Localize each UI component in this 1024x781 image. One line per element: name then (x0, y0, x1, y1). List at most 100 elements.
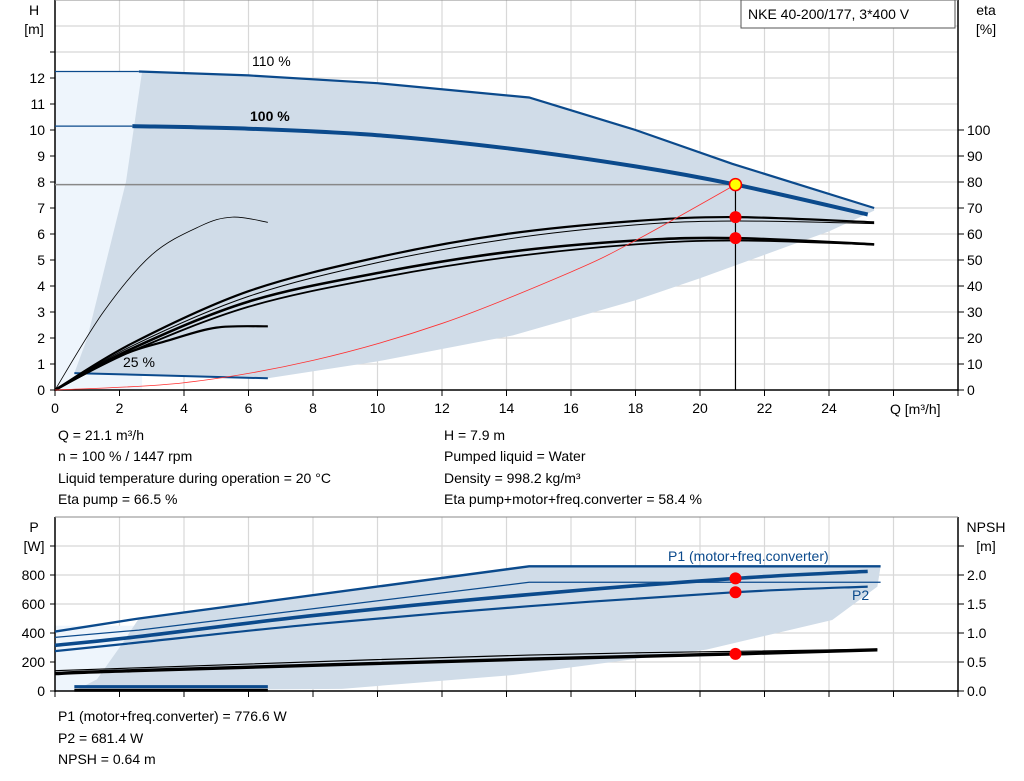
power-tick-label-left: 200 (22, 654, 46, 670)
info-liquid-temp: Liquid temperature during operation = 20… (58, 469, 331, 486)
head-tick-label-left: 2 (37, 330, 45, 346)
head-tick-label-left: 4 (37, 278, 45, 294)
p2-curve-100 (54, 585, 868, 653)
power-tick-label-left: 0 (37, 683, 45, 699)
head-tick-label-left: 5 (37, 252, 45, 268)
info-flow: Q = 21.1 m³/h (58, 427, 144, 443)
head-tick-label-right: 50 (967, 252, 983, 268)
label-p2: P2 (852, 587, 869, 603)
info-bottom: P1 (motor+freq.converter) = 776.6 W P2 =… (58, 706, 287, 771)
head-xlabel: Q [m³/h] (890, 401, 941, 417)
head-tick-label-x: 8 (309, 400, 317, 416)
info-head: H = 7.9 m (444, 427, 506, 443)
title-box-text: NKE 40-200/177, 3*400 V (748, 6, 910, 22)
power-tick-label-right: 1.5 (967, 596, 987, 612)
npsh-curve (54, 648, 878, 676)
head-tick-label-left: 3 (37, 304, 45, 320)
head-curve-25 (74, 372, 268, 380)
head-tick-label-x: 2 (116, 400, 124, 416)
label-25-percent: 25 % (123, 354, 155, 370)
duty-point-marker (728, 177, 743, 192)
info-eta-total: Eta pump+motor+freq.converter = 58.4 % (444, 490, 702, 507)
eta-total-marker (729, 232, 742, 245)
head-tick-label-x: 20 (692, 400, 708, 416)
power-operating-range (74, 566, 881, 691)
head-tick-label-left: 1 (37, 356, 45, 372)
npsh-marker (729, 647, 742, 660)
head-tick-label-left: 10 (29, 122, 45, 138)
info-top-right: H = 7.9 m Pumped liquid = Water Density … (444, 425, 702, 510)
info-npsh: NPSH = 0.64 m (58, 751, 156, 767)
head-tick-label-left: 12 (29, 70, 45, 86)
head-tick-label-right: 40 (967, 278, 983, 294)
info-liquid: Pumped liquid = Water (444, 448, 586, 465)
head-tick-label-right: 100 (967, 122, 991, 138)
head-tick-label-right: 30 (967, 304, 983, 320)
power-ylabel-right: NPSH (967, 519, 1006, 535)
power-tick-label-right: 0.0 (967, 683, 987, 699)
head-tick-label-right: 70 (967, 200, 983, 216)
head-tick-label-x: 18 (628, 400, 644, 416)
power-tick-label-right: 1.0 (967, 625, 987, 641)
head-tick-label-left: 6 (37, 226, 45, 242)
eta-total-curve (54, 236, 875, 392)
eta-pump-curve-secondary (54, 220, 875, 391)
head-tick-label-right: 10 (967, 356, 983, 372)
head-tick-label-right: 80 (967, 174, 983, 190)
head-tick-label-x: 12 (434, 400, 450, 416)
head-ylabel-left-unit: [m] (24, 21, 43, 37)
head-ylabel-right-unit: [%] (976, 21, 996, 37)
head-curve-110 (138, 70, 875, 210)
head-ylabel-right: eta (976, 2, 996, 18)
power-tick-label-left: 400 (22, 625, 46, 641)
head-tick-label-x: 22 (757, 400, 773, 416)
power-tick-label-left: 800 (22, 567, 46, 583)
head-tick-label-right: 20 (967, 330, 983, 346)
head-tick-label-right: 90 (967, 148, 983, 164)
p2-marker (729, 586, 742, 599)
head-tick-label-x: 16 (563, 400, 579, 416)
p1-marker (729, 572, 742, 585)
label-100-percent: 100 % (250, 108, 290, 124)
eta-pump-curve-25 (54, 216, 268, 391)
info-density: Density = 998.2 kg/m³ (444, 469, 581, 486)
label-p1: P1 (motor+freq.converter) (668, 548, 829, 564)
head-tick-label-x: 6 (245, 400, 253, 416)
title-box (740, 0, 956, 29)
head-tick-label-left: 8 (37, 174, 45, 190)
head-tick-label-right: 60 (967, 226, 983, 242)
head-tick-label-x: 10 (370, 400, 386, 416)
head-tick-label-left: 0 (37, 382, 45, 398)
info-p2: P2 = 681.4 W (58, 729, 144, 746)
power-ylabel-left-unit: [W] (24, 538, 45, 554)
power-ylabel-left: P (29, 519, 38, 535)
eta-total-curve-secondary (54, 239, 875, 391)
p1-curve-100 (54, 569, 868, 648)
label-110-percent: 110 % (252, 53, 291, 69)
power-tick-label-left: 600 (22, 596, 46, 612)
info-p1: P1 (motor+freq.converter) = 776.6 W (58, 708, 287, 724)
head-tick-label-x: 4 (180, 400, 188, 416)
eta-pump-curve (54, 215, 875, 391)
head-tick-label-left: 9 (37, 148, 45, 164)
eta-pump-marker (729, 211, 742, 224)
info-speed: n = 100 % / 1447 rpm (58, 448, 193, 465)
head-tick-label-x: 24 (821, 400, 837, 416)
npsh-curve-thin (54, 648, 878, 672)
power-ylabel-right-unit: [m] (976, 538, 995, 554)
eta-total-curve-25 (54, 325, 268, 391)
head-tick-label-x: 14 (499, 400, 515, 416)
head-tick-label-left: 7 (37, 200, 45, 216)
power-tick-label-right: 0.5 (967, 654, 987, 670)
head-tick-label-right: 0 (967, 382, 975, 398)
head-ylabel-left: H (29, 2, 39, 18)
info-top-left: Q = 21.1 m³/h n = 100 % / 1447 rpm Liqui… (58, 425, 331, 510)
system-curve (54, 184, 736, 391)
power-tick-label-right: 2.0 (967, 567, 987, 583)
head-tick-label-x: 0 (51, 400, 59, 416)
p1-curve-110 (54, 565, 881, 633)
head-operating-range (74, 71, 875, 379)
info-eta-pump: Eta pump = 66.5 % (58, 490, 178, 507)
head-tick-label-left: 11 (30, 96, 45, 112)
